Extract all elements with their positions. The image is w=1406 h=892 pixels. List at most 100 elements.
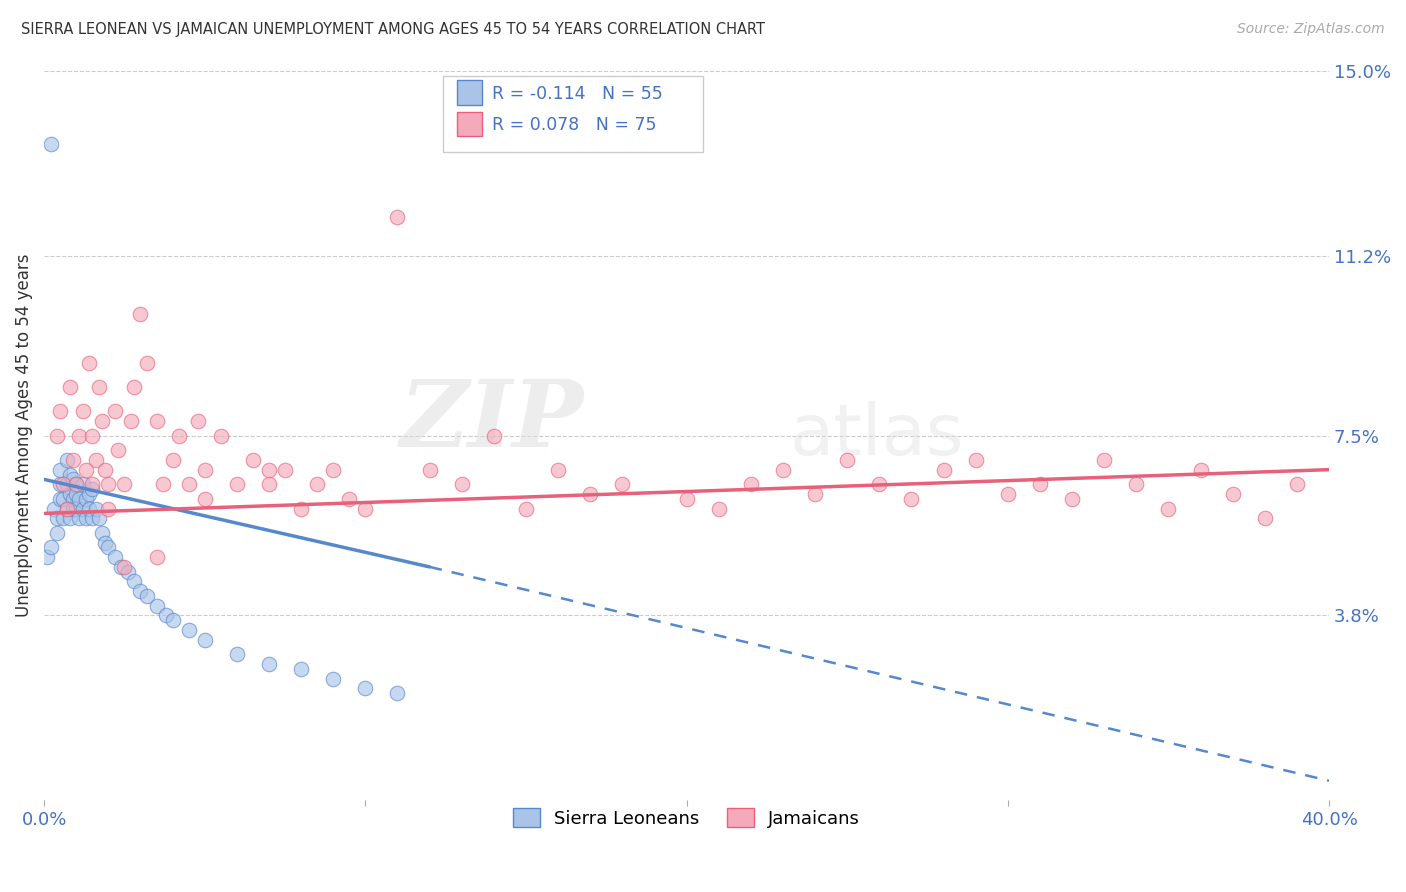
Point [135,356,157,370]
Point [675,491,697,506]
Point [1222,487,1244,501]
Point [90,414,112,428]
Point [87,380,110,394]
Text: R = 0.078   N = 75: R = 0.078 N = 75 [492,116,657,134]
Point [94,535,117,549]
Point [49,463,72,477]
Point [107,443,129,458]
Point [900,491,922,506]
Point [868,477,890,491]
Point [579,487,602,501]
Point [49,491,72,506]
Point [1092,453,1115,467]
Point [194,491,217,506]
Legend: Sierra Leoneans, Jamaicans: Sierra Leoneans, Jamaicans [506,801,868,835]
Point [965,453,987,467]
Point [55,501,77,516]
Point [129,584,152,599]
Y-axis label: Unemployment Among Ages 45 to 54 years: Unemployment Among Ages 45 to 54 years [15,254,32,617]
Point [82,477,104,491]
Point [129,307,152,321]
Point [290,662,312,676]
Point [104,404,127,418]
Point [39,541,62,555]
Point [84,501,107,516]
Point [837,453,859,467]
Point [307,477,329,491]
Point [482,428,505,442]
Point [37,550,59,565]
Text: R = -0.114   N = 55: R = -0.114 N = 55 [492,85,662,103]
Point [77,356,100,370]
Point [97,477,120,491]
Point [62,472,84,486]
Point [337,491,360,506]
Point [209,428,232,442]
Text: Source: ZipAtlas.com: Source: ZipAtlas.com [1237,22,1385,37]
Point [62,453,84,467]
Point [49,477,72,491]
Point [135,589,157,603]
Point [354,681,377,696]
Point [72,404,94,418]
Point [46,525,69,540]
Point [740,477,762,491]
Point [122,574,145,589]
Point [932,463,955,477]
Point [65,487,87,501]
Point [354,501,377,516]
Point [75,491,97,506]
Point [1285,477,1308,491]
Point [117,565,139,579]
Point [997,487,1019,501]
Point [65,477,87,491]
Point [69,491,91,506]
Point [84,453,107,467]
Text: SIERRA LEONEAN VS JAMAICAN UNEMPLOYMENT AMONG AGES 45 TO 54 YEARS CORRELATION CH: SIERRA LEONEAN VS JAMAICAN UNEMPLOYMENT … [21,22,765,37]
Point [112,477,135,491]
Point [162,453,184,467]
Point [82,482,104,496]
Point [72,477,94,491]
Point [612,477,634,491]
Point [257,657,280,672]
Point [110,560,132,574]
Point [187,414,209,428]
Point [387,210,409,224]
Point [194,632,217,647]
Point [145,599,167,613]
Point [52,511,75,525]
Point [59,511,82,525]
Point [155,608,177,623]
Point [1189,463,1212,477]
Point [55,477,77,491]
Point [257,477,280,491]
Point [242,453,264,467]
Point [46,428,69,442]
Point [87,511,110,525]
Point [1060,491,1083,506]
Point [152,477,174,491]
Point [177,623,200,637]
Point [322,672,344,686]
Point [59,467,82,482]
Point [167,428,190,442]
Point [122,380,145,394]
Point [547,463,569,477]
Point [69,511,91,525]
Point [97,541,120,555]
Point [419,463,441,477]
Point [1029,477,1052,491]
Point [97,501,120,516]
Point [55,501,77,516]
Point [94,463,117,477]
Point [1125,477,1147,491]
Point [75,463,97,477]
Point [49,404,72,418]
Point [145,550,167,565]
Point [194,463,217,477]
Point [82,511,104,525]
Point [257,463,280,477]
Point [450,477,472,491]
Point [42,501,65,516]
